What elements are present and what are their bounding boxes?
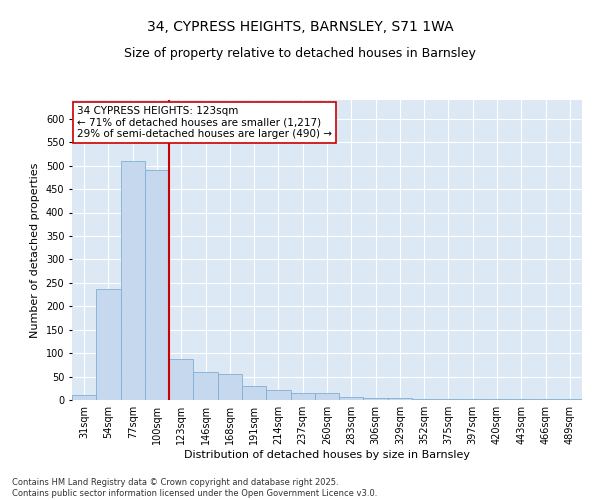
Bar (218, 374, 242, 400)
Text: Size of property relative to detached houses in Barnsley: Size of property relative to detached ho… (124, 48, 476, 60)
Bar (290, 393, 315, 400)
Bar (266, 390, 290, 400)
Bar (145, 170, 169, 400)
Bar (436, 398, 461, 400)
Bar (509, 399, 533, 400)
Text: Contains HM Land Registry data © Crown copyright and database right 2025.
Contai: Contains HM Land Registry data © Crown c… (12, 478, 377, 498)
Bar (485, 398, 509, 400)
Bar (388, 398, 412, 400)
Bar (364, 398, 388, 400)
Bar (412, 398, 436, 400)
Bar (533, 399, 558, 400)
Bar (315, 393, 339, 400)
Bar (193, 372, 218, 400)
Bar (242, 386, 266, 400)
Bar (339, 397, 364, 400)
X-axis label: Distribution of detached houses by size in Barnsley: Distribution of detached houses by size … (184, 450, 470, 460)
Y-axis label: Number of detached properties: Number of detached properties (30, 162, 40, 338)
Bar (461, 399, 485, 400)
Bar (96, 289, 121, 400)
Bar (121, 161, 145, 400)
Bar (558, 399, 582, 400)
Text: 34 CYPRESS HEIGHTS: 123sqm
← 71% of detached houses are smaller (1,217)
29% of s: 34 CYPRESS HEIGHTS: 123sqm ← 71% of deta… (77, 106, 332, 139)
Bar (169, 359, 193, 400)
Text: 34, CYPRESS HEIGHTS, BARNSLEY, S71 1WA: 34, CYPRESS HEIGHTS, BARNSLEY, S71 1WA (146, 20, 454, 34)
Bar (72, 396, 96, 400)
